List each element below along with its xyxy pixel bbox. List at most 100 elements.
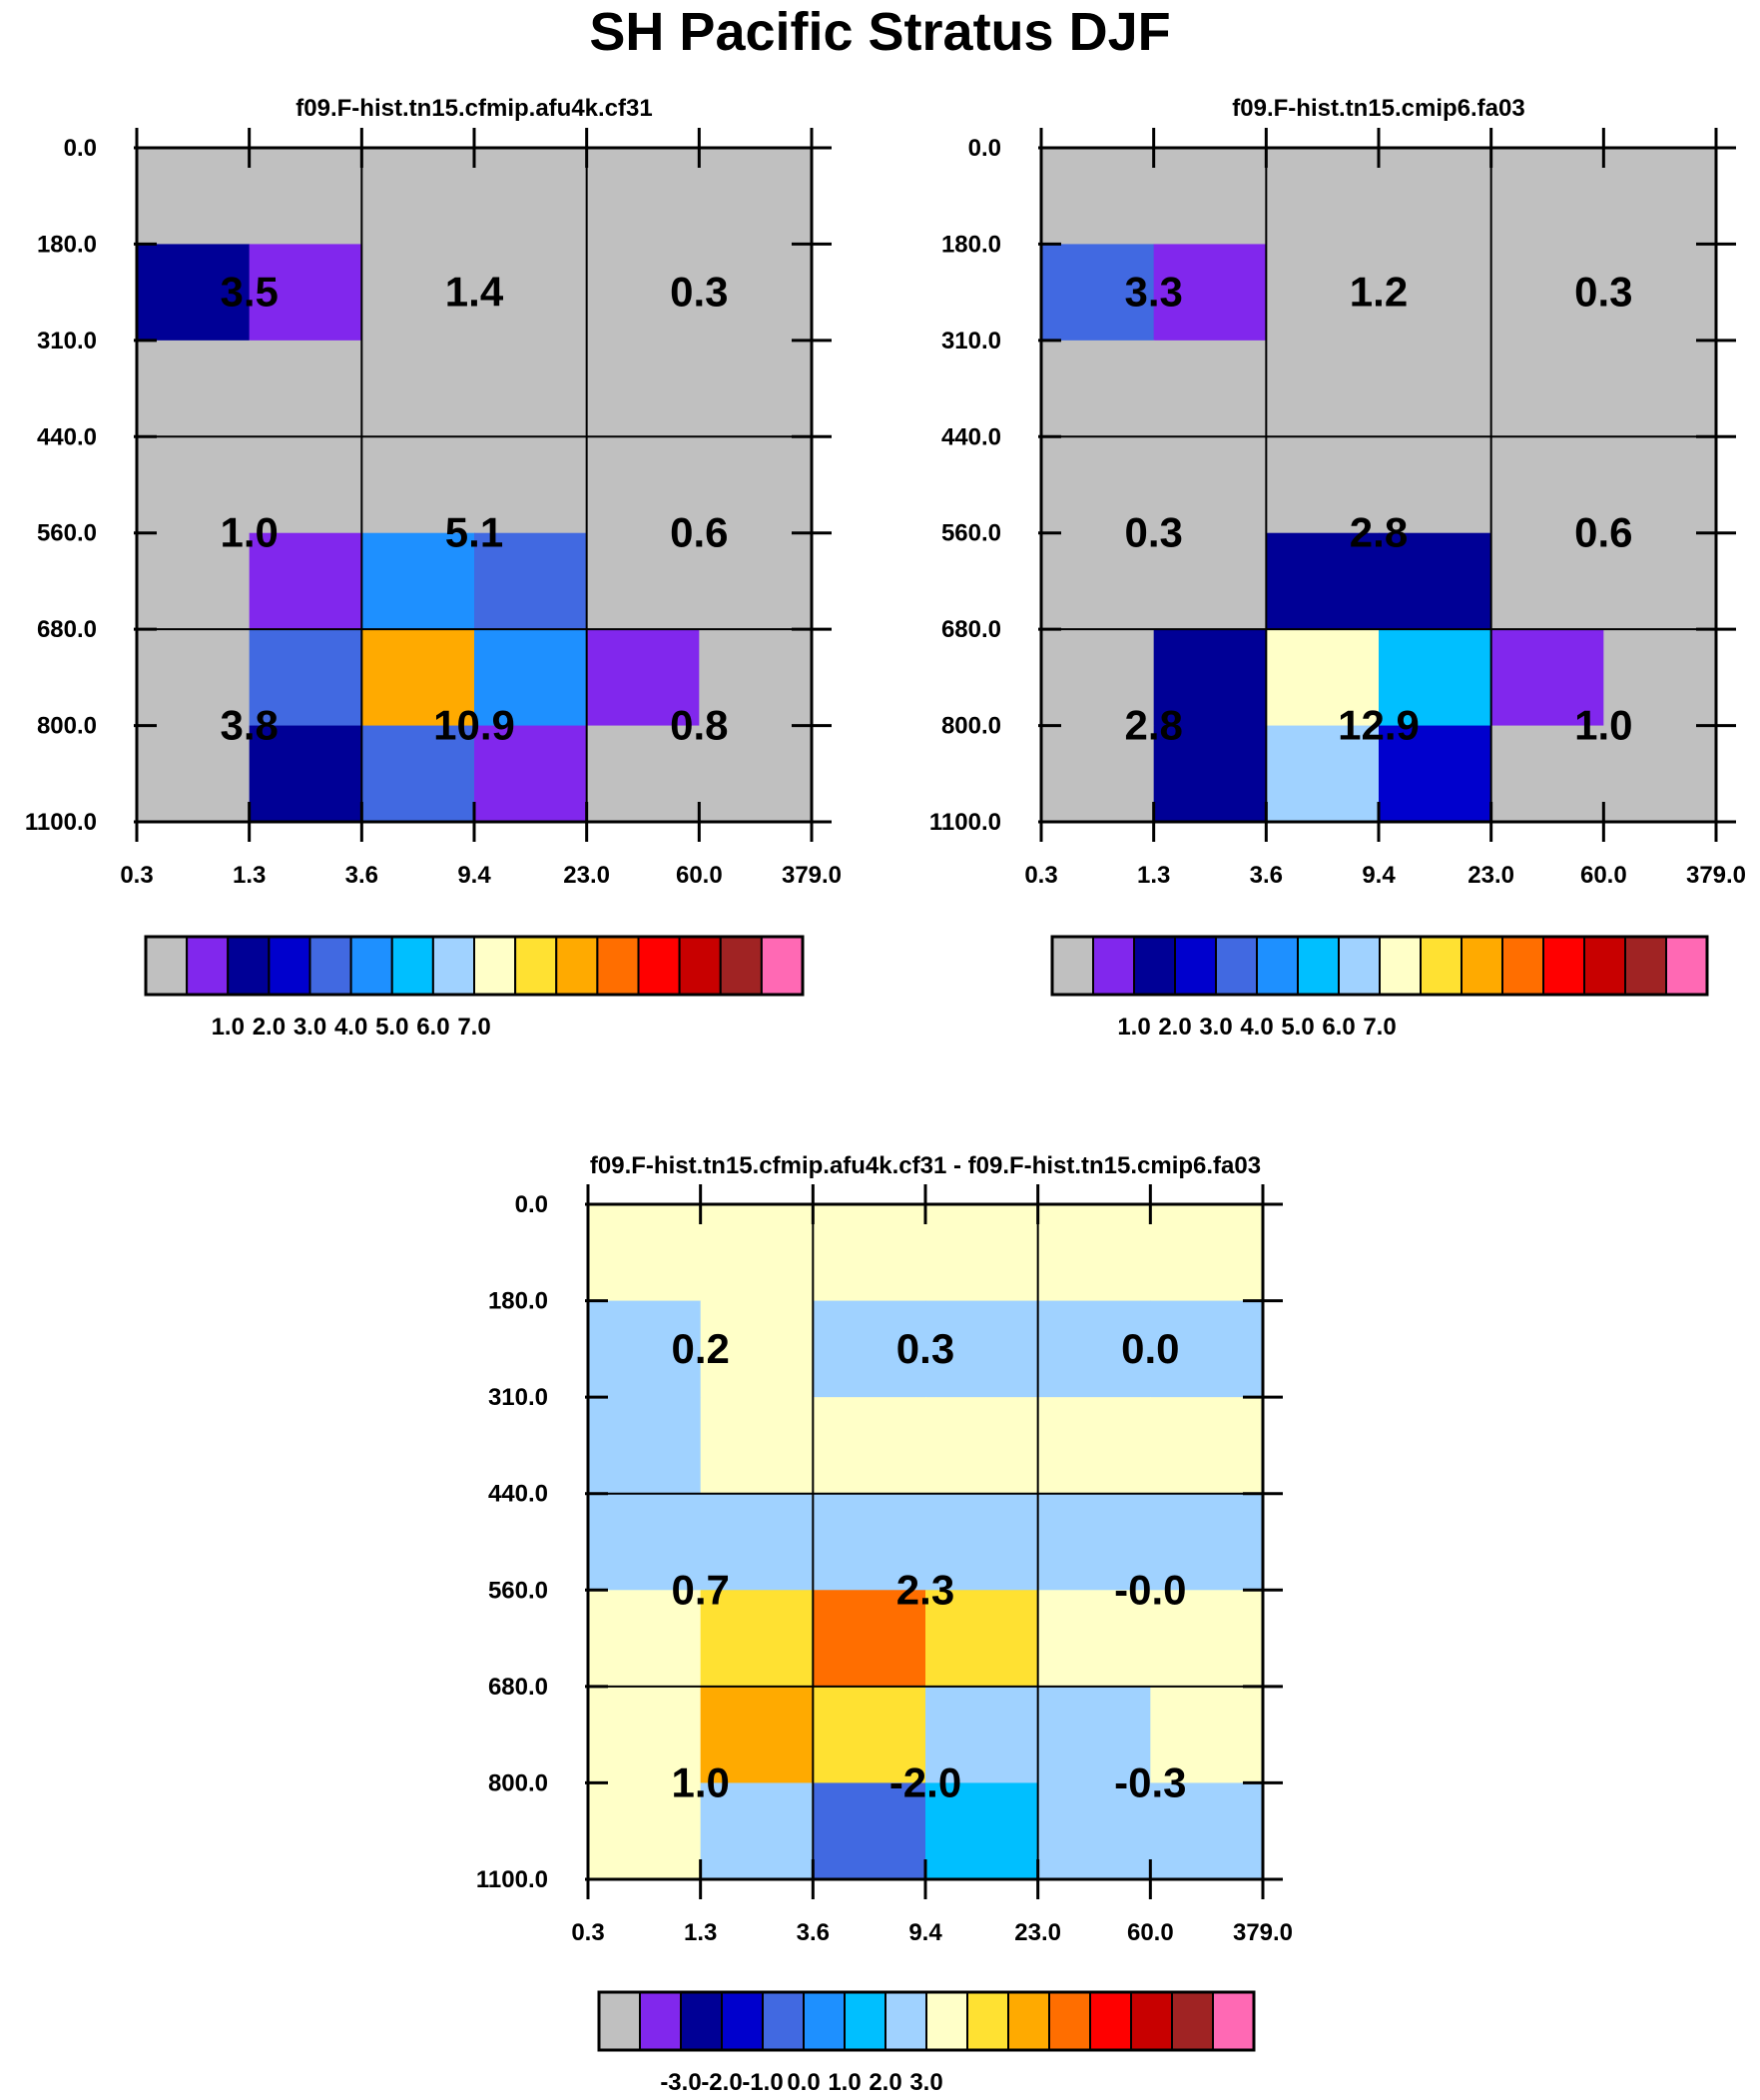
heatmap-panel-1: f09.F-hist.tn15.cfmip.afu4k.cf31 0.0 180.0… (25, 95, 842, 1041)
heatmap-cell (474, 532, 588, 630)
heatmap-cell (1150, 1397, 1264, 1495)
heatmap-cell (588, 1300, 702, 1398)
colorbar-swatch (1420, 936, 1463, 996)
y-tick-label: 0.0 (515, 1191, 548, 1218)
heatmap-cell (249, 532, 362, 630)
colorbar-swatch (1461, 936, 1503, 996)
colorbar-swatch (1215, 936, 1258, 996)
heatmap-cell (1379, 244, 1492, 342)
heatmap-cell (137, 725, 251, 823)
heatmap-cell (813, 1590, 926, 1688)
heatmap-cell (1041, 340, 1155, 437)
heatmap-cell (700, 1204, 814, 1302)
heatmap-cell (137, 532, 251, 630)
y-tick-label: 560.0 (488, 1577, 548, 1604)
heatmap-cell (1150, 1204, 1264, 1302)
heatmap-cell (1490, 725, 1604, 823)
heatmap-cell (586, 148, 700, 246)
heatmap-cell (1603, 532, 1717, 630)
colorbar-swatch (1130, 1991, 1173, 2051)
heatmap-cell (1379, 148, 1492, 246)
heatmap-cell (361, 629, 475, 727)
heatmap-cell (1153, 629, 1267, 727)
y-tick-label: 180.0 (488, 1288, 548, 1315)
heatmap-cell (1153, 244, 1267, 342)
cell-value-label: 2.8 (1124, 702, 1182, 749)
heatmap-cell (700, 1782, 814, 1880)
colorbar-label: 3.0 (1199, 1014, 1232, 1041)
heatmap-cell (474, 629, 588, 727)
panel-title: f09.F-hist.tn15.cmip6.fa03 (1232, 95, 1524, 122)
panel-title: f09.F-hist.tn15.cfmip.afu4k.cf31 - f09.F… (590, 1152, 1261, 1179)
heatmap-cell (1603, 244, 1717, 342)
heatmap-cell (1603, 725, 1717, 823)
cell-value-label: 0.3 (896, 1325, 954, 1372)
colorbar-swatch (514, 936, 558, 996)
heatmap-cell (700, 1493, 814, 1591)
cell-value-label: 1.0 (220, 509, 278, 556)
colorbar-swatch (598, 1991, 641, 2051)
heatmap-cell (1150, 1590, 1264, 1688)
colorbar-swatch (680, 1991, 723, 2051)
heatmap-cell (586, 436, 700, 534)
heatmap-cell (1490, 532, 1604, 630)
heatmap-cell (700, 1590, 814, 1688)
colorbar-swatch (844, 1991, 886, 2051)
heatmap-cell (925, 1397, 1039, 1495)
heatmap-cell (1490, 436, 1604, 534)
heatmap-cell (249, 340, 362, 437)
heatmap-cell (813, 1300, 926, 1398)
cell-value-label: 1.0 (671, 1758, 729, 1805)
colorbar-label: 4.0 (334, 1014, 367, 1041)
y-tick-label: 440.0 (488, 1481, 548, 1508)
colorbar-swatch (390, 936, 434, 996)
colorbar-label: 1.0 (1117, 1014, 1150, 1041)
heatmap-panel-3: f09.F-hist.tn15.cfmip.afu4k.cf31 - f09.F… (476, 1152, 1293, 2096)
colorbar-swatch (431, 936, 475, 996)
heatmap-cell (249, 436, 362, 534)
colorbar-swatch (721, 1991, 764, 2051)
heatmap-cell (699, 629, 813, 727)
heatmap-cell (1603, 340, 1717, 437)
heatmap-cell (588, 1397, 702, 1495)
colorbar-swatch (803, 1991, 846, 2051)
colorbar-swatch (349, 936, 393, 996)
cell-value-label: 0.6 (670, 509, 728, 556)
heatmap-cell (925, 1782, 1039, 1880)
colorbar-swatch (1297, 936, 1340, 996)
heatmap-cell (249, 629, 362, 727)
heatmap-cell (1266, 629, 1380, 727)
heatmap-cell (1603, 436, 1717, 534)
heatmap-cell (925, 1300, 1039, 1398)
colorbar-swatch (308, 936, 352, 996)
y-tick-label: 310.0 (37, 328, 97, 354)
colorbar-swatch (1501, 936, 1544, 996)
heatmap-cell (925, 1686, 1039, 1784)
y-tick-label: 1100.0 (476, 1866, 548, 1893)
colorbar-swatch (596, 936, 640, 996)
colorbar-swatch (1665, 936, 1708, 996)
heatmap-cell (1379, 436, 1492, 534)
heatmap-cell (361, 244, 475, 342)
heatmap-cell (813, 1204, 926, 1302)
y-tick-label: 800.0 (37, 713, 97, 740)
heatmap-cell (588, 1782, 702, 1880)
cell-value-label: 12.9 (1338, 702, 1420, 749)
heatmap-cell (474, 148, 588, 246)
x-tick-label: 1.3 (684, 1919, 717, 1946)
x-tick-label: 23.0 (1014, 1919, 1061, 1946)
x-tick-label: 60.0 (1580, 862, 1627, 889)
heatmap-cell (1150, 1782, 1264, 1880)
heatmap-cell (1041, 532, 1155, 630)
heatmap-cell (1266, 340, 1380, 437)
heatmap-cell (1379, 725, 1492, 823)
y-tick-label: 560.0 (37, 520, 97, 547)
colorbar-label: 6.0 (1322, 1014, 1355, 1041)
x-tick-label: 1.3 (233, 862, 266, 889)
x-tick-label: 23.0 (1467, 862, 1514, 889)
colorbar-swatch (1007, 1991, 1050, 2051)
heatmap-cell (1379, 340, 1492, 437)
heatmap-cell (813, 1686, 926, 1784)
colorbar-label: 1.0 (212, 1014, 245, 1041)
